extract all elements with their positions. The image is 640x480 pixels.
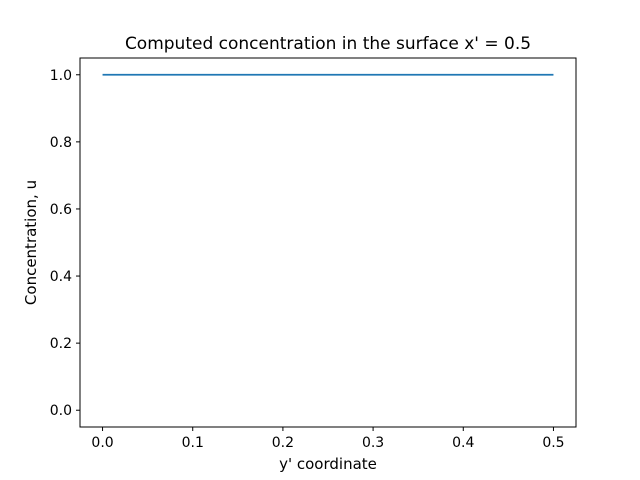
y-axis-label: Concentration, u	[22, 180, 40, 305]
chart-title: Computed concentration in the surface x'…	[125, 34, 531, 54]
x-tick-label: 0.1	[182, 435, 204, 451]
x-tick-label: 0.2	[272, 435, 294, 451]
y-tick-label: 0.6	[50, 202, 72, 218]
y-tick-label: 0.8	[50, 135, 72, 151]
x-tick-label: 0.3	[362, 435, 384, 451]
y-tick-label: 1.0	[50, 68, 72, 84]
x-axis: 0.0 0.1 0.2 0.3 0.4 0.5	[91, 427, 565, 451]
x-tick-label: 0.4	[452, 435, 474, 451]
x-tick-label: 0.0	[91, 435, 113, 451]
y-tick-label: 0.2	[50, 336, 72, 352]
x-tick-label: 0.5	[542, 435, 564, 451]
y-tick-label: 0.0	[50, 403, 72, 419]
y-tick-label: 0.4	[50, 269, 72, 285]
y-axis: 0.0 0.2 0.4 0.6 0.8 1.0	[50, 68, 80, 419]
x-axis-label: y' coordinate	[279, 455, 377, 473]
axes-frame	[79, 57, 577, 428]
